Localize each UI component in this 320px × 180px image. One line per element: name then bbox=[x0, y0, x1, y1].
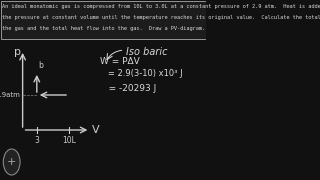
Text: Iso baric: Iso baric bbox=[126, 47, 167, 57]
Circle shape bbox=[3, 149, 20, 175]
Text: the gas and the total heat flow into the gas.  Draw a PV-diagram.: the gas and the total heat flow into the… bbox=[2, 26, 205, 31]
Text: the pressure at constant volume until the temperature reaches its original value: the pressure at constant volume until th… bbox=[2, 15, 320, 20]
Text: 2.9atm: 2.9atm bbox=[0, 92, 21, 98]
Text: b: b bbox=[39, 61, 44, 70]
FancyBboxPatch shape bbox=[1, 1, 206, 39]
Text: +: + bbox=[7, 157, 16, 167]
Text: p: p bbox=[14, 47, 21, 57]
Text: An ideal monatomic gas is compressed from 10L to 3.0L at a constant pressure of : An ideal monatomic gas is compressed fro… bbox=[2, 4, 320, 9]
Text: = -20293 J: = -20293 J bbox=[100, 84, 156, 93]
Text: 3: 3 bbox=[34, 136, 39, 145]
Text: W = PΔV: W = PΔV bbox=[100, 57, 140, 66]
Text: = 2.9(3-10) x10³ J: = 2.9(3-10) x10³ J bbox=[100, 69, 183, 78]
Text: 10L: 10L bbox=[62, 136, 76, 145]
Text: V: V bbox=[92, 125, 100, 135]
